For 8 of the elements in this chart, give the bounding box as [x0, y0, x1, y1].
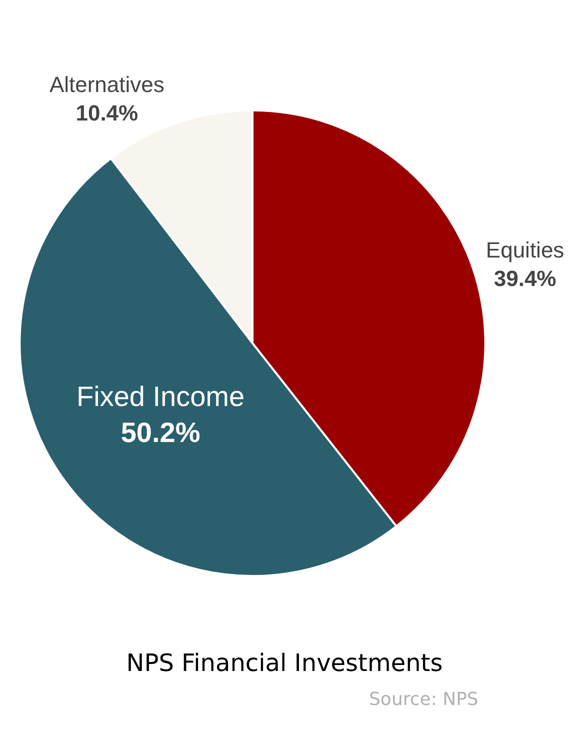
- slice-label: Equities: [486, 237, 564, 262]
- data-label: 39.4%: [494, 266, 556, 292]
- source-note: Source: NPS: [369, 689, 478, 710]
- text: NPS Financial Investments: [126, 648, 443, 677]
- slice-label: Alternatives: [49, 72, 164, 97]
- data-label: 50.2%: [120, 417, 200, 448]
- slice-label: Fixed Income: [76, 380, 245, 412]
- data-label: 10.4%: [76, 100, 138, 126]
